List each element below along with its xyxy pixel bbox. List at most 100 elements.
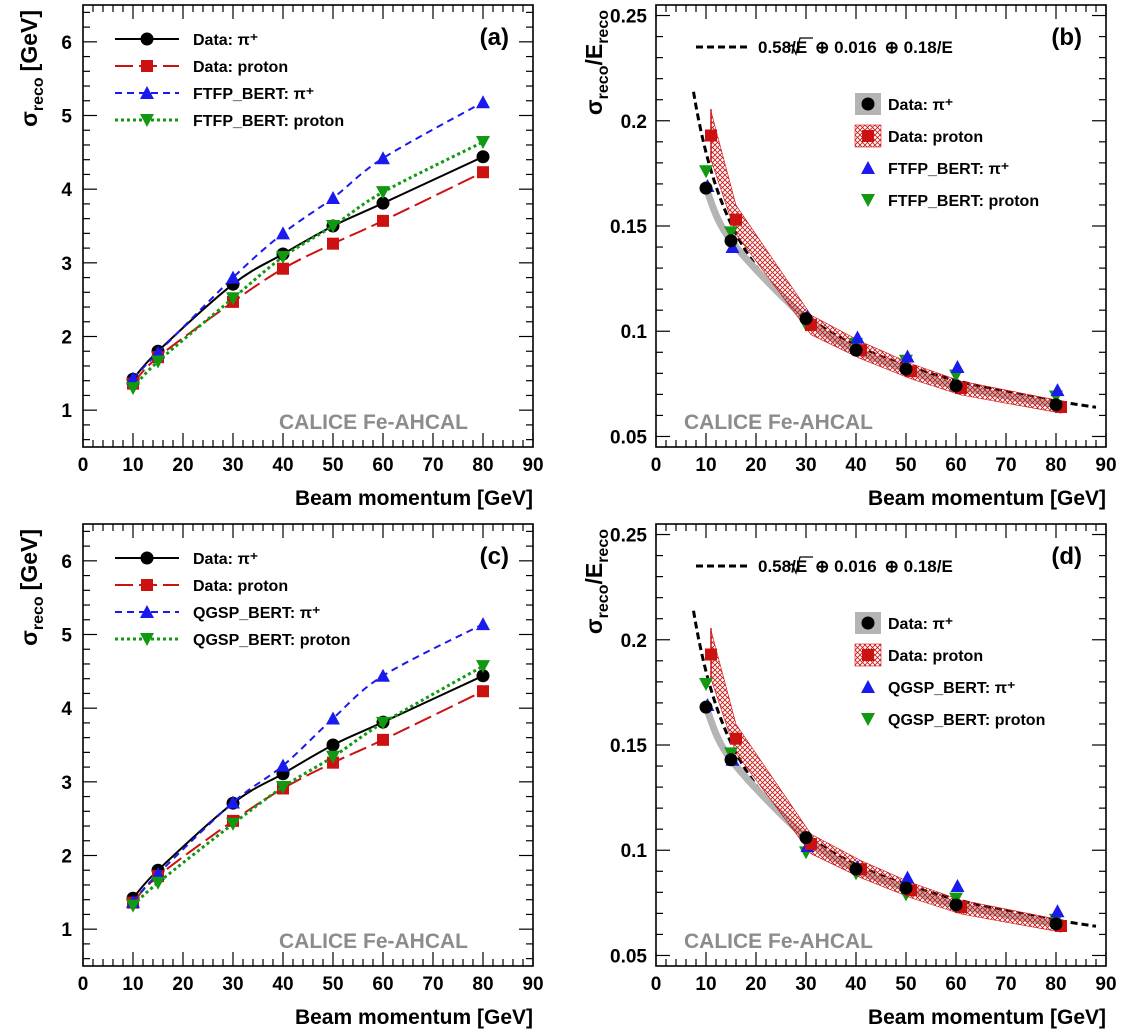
data-point: [326, 191, 340, 205]
series-band-0: [702, 184, 1060, 409]
y-axis-symbol: σ: [581, 618, 607, 634]
data-point: [376, 668, 390, 682]
panel-0: 0 10 20 30 40 50 60 70 80 90 Beam momentum [GeV] 1 2…: [16, 4, 544, 510]
y-axis-symbol: σ: [16, 630, 42, 646]
y-axis-title: σreco [GeV]: [16, 10, 47, 127]
data-point: [899, 881, 913, 895]
legend-marker: [861, 194, 875, 207]
y-axis-title: σreco [GeV]: [16, 529, 47, 646]
x-tick-label: 40: [845, 974, 866, 995]
legend-marker: [140, 605, 154, 618]
legend-label: QGSP_BERT: proton: [888, 712, 1045, 729]
x-axis-title: Beam momentum [GeV]: [868, 487, 1106, 510]
x-tick-label: 90: [1095, 974, 1116, 995]
y-axis-subscript: reco: [30, 596, 47, 630]
data-point: [226, 795, 240, 809]
legend-label: QGSP_BERT: π⁺: [193, 605, 320, 622]
y-axis-title: σreco/Ereco: [581, 10, 612, 115]
y-tick-label: 0.15: [610, 736, 647, 757]
data-point: [276, 250, 290, 264]
legend-marker: [862, 130, 874, 142]
y-tick-label: 6: [61, 552, 72, 573]
y-tick-label: 0.15: [610, 217, 647, 238]
data-point: [730, 732, 742, 745]
x-tick-label: 20: [745, 455, 766, 476]
series-band-0: [702, 703, 1060, 928]
x-tick-label: 40: [845, 455, 866, 476]
legend-label: Data: proton: [193, 59, 288, 76]
y-axis-symbol: σ: [581, 99, 607, 115]
data-point: [327, 237, 339, 250]
y-tick-label: 1: [61, 920, 72, 941]
fit-formula: 0.58/E ⊕ 0.016 ⊕ 0.18/E: [758, 557, 953, 576]
data-point: [377, 733, 389, 746]
legend-label: QGSP_BERT: π⁺: [888, 680, 1015, 697]
data-point: [949, 898, 963, 912]
x-tick-label: 60: [372, 974, 393, 995]
fit-term-constant: ⊕ 0.016: [815, 557, 877, 576]
plot-frame: [82, 523, 534, 967]
x-tick-label: 10: [695, 974, 716, 995]
data-point: [724, 234, 738, 248]
y-tick-label: 0.1: [621, 322, 648, 343]
data-point: [730, 213, 742, 226]
legend-marker: [861, 713, 875, 726]
y-tick-label: 0.2: [621, 631, 647, 652]
y-tick-label: 0.25: [610, 526, 647, 547]
x-tick-label: 20: [172, 455, 193, 476]
x-tick-label: 60: [945, 974, 966, 995]
data-point: [699, 700, 713, 714]
legend-label: Data: π⁺: [888, 97, 953, 114]
legend-marker: [141, 579, 153, 591]
x-tick-label: 60: [945, 455, 966, 476]
legend-marker: [140, 551, 154, 565]
data-point: [151, 866, 165, 880]
data-point: [849, 343, 863, 357]
series-band-1: [710, 111, 1062, 414]
series-line-3: [131, 664, 484, 907]
series-line-3: [131, 140, 484, 390]
data-point: [476, 660, 490, 674]
series-band-1: [710, 630, 1062, 933]
data-point: [126, 382, 140, 396]
y-tick-label: 4: [61, 699, 72, 720]
y-tick-label: 0.05: [610, 427, 647, 448]
fit-term-noise: ⊕ 0.18/E: [885, 557, 953, 576]
series-line-1: [132, 690, 484, 904]
data-point: [126, 899, 140, 913]
series-line-0: [132, 674, 484, 899]
x-tick-label: 10: [122, 455, 143, 476]
x-tick-label: 30: [222, 974, 243, 995]
x-tick-label: 90: [522, 974, 543, 995]
x-tick-label: 10: [695, 455, 716, 476]
y-axis-subscript: reco: [595, 10, 612, 44]
legend-marker: [140, 32, 154, 46]
legend-marker: [141, 60, 153, 72]
legend-marker: [861, 680, 875, 693]
y-tick-label: 0.1: [621, 841, 648, 862]
data-point: [376, 716, 390, 730]
series-line-1: [132, 171, 484, 385]
x-tick-label: 0: [651, 455, 662, 476]
data-point: [476, 669, 490, 683]
x-tick-label: 50: [895, 455, 916, 476]
y-tick-label: 5: [61, 107, 72, 128]
x-tick-label: 10: [122, 974, 143, 995]
sqrt-sign: [788, 37, 813, 56]
data-point: [326, 220, 340, 233]
data-point: [226, 270, 240, 284]
data-point: [849, 862, 863, 876]
legend-label: FTFP_BERT: proton: [193, 113, 344, 130]
series-line-2: [132, 623, 484, 903]
data-point: [277, 262, 289, 275]
y-tick-label: 0.05: [610, 946, 647, 967]
data-point: [377, 214, 389, 227]
x-tick-label: 50: [895, 974, 916, 995]
panel-label: (b): [1051, 24, 1082, 51]
data-point: [226, 817, 240, 831]
data-point: [226, 292, 240, 306]
x-tick-label: 70: [995, 974, 1016, 995]
data-point: [950, 360, 965, 374]
y-tick-label: 6: [61, 33, 72, 54]
x-tick-label: 40: [272, 455, 293, 476]
